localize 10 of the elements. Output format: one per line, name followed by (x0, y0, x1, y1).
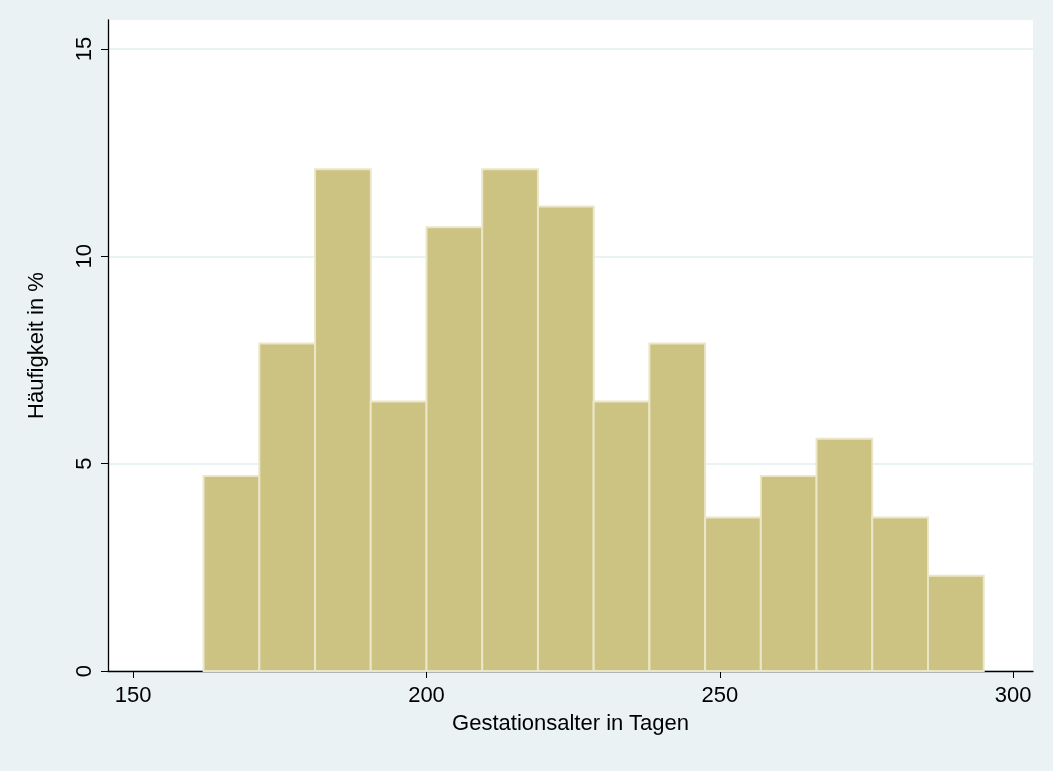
x-tick-label: 300 (994, 681, 1032, 707)
x-axis-title: Gestationsalter in Tagen (452, 709, 689, 735)
x-tick-label: 250 (701, 681, 739, 707)
x-tick-label: 150 (114, 681, 152, 707)
x-tick-label: 200 (408, 681, 445, 707)
y-tick-label: 15 (70, 36, 96, 62)
y-tick-label: 0 (70, 664, 96, 678)
y-tick-label: 5 (70, 457, 96, 470)
y-tick-label: 10 (70, 244, 96, 269)
y-axis-title: Häufigkeit in % (22, 272, 48, 419)
